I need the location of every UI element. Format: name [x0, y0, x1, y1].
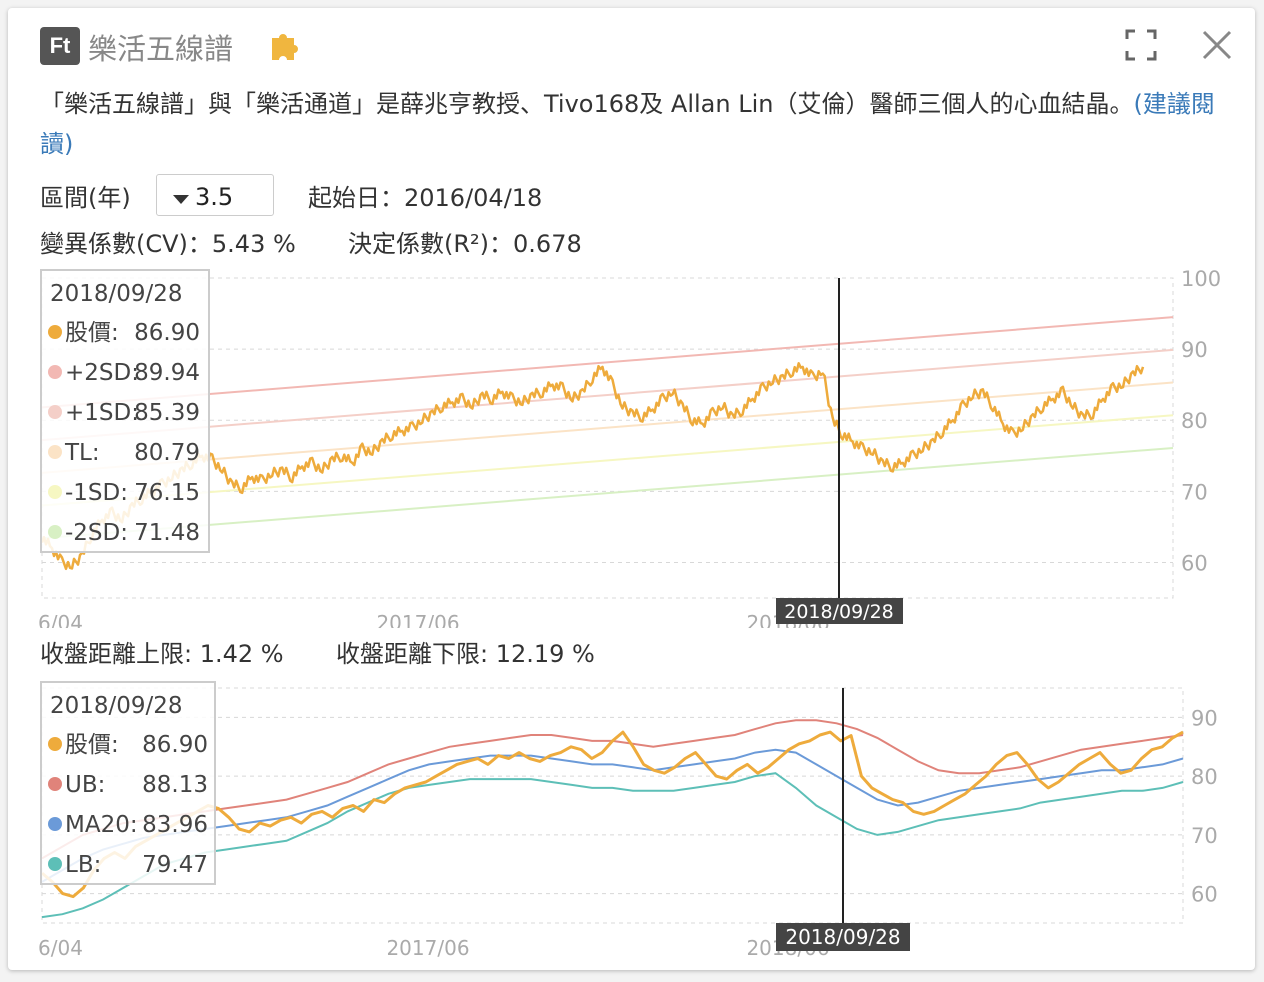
plot-frame: [41, 277, 1174, 599]
x-tick-label: 6/04: [38, 936, 83, 958]
period-value: 3.5: [195, 183, 234, 211]
tooltip-row: 股價: 86.90: [48, 725, 208, 765]
tooltip-row-value: 86.90: [142, 732, 208, 758]
tooltip-row-label: LB:: [65, 852, 102, 878]
tooltip-row-label: -2SD:: [65, 520, 128, 546]
tooltip-row: LB: 79.47: [48, 845, 208, 885]
widget-card: Ft 樂活五線譜 「樂活五線譜」與「樂活通道」是薛兆亨教授、Tivo168及 A…: [8, 8, 1255, 970]
period-select[interactable]: 3.5: [156, 174, 274, 216]
y-tick-label: 90: [1191, 706, 1218, 730]
crosshair-date-label: 2018/09/28: [784, 601, 894, 623]
crosshair-date-box: [776, 923, 910, 951]
tooltip-row-value: 89.94: [134, 360, 200, 386]
series-dot-icon: [48, 736, 62, 751]
series-dot-icon: [48, 324, 62, 339]
tooltip-row: +2SD: 89.94: [48, 353, 200, 393]
price-line: [41, 730, 1184, 899]
y-tick-label: 60: [1181, 551, 1208, 575]
tooltip-row-value: 85.39: [134, 400, 200, 426]
widget-title: 樂活五線譜: [88, 32, 234, 66]
band-line-plus1sd: [41, 348, 1174, 442]
series-dot-icon: [48, 776, 62, 791]
y-tick-label: 100: [1181, 267, 1221, 291]
tooltip-row-value: 76.15: [134, 480, 200, 506]
series-dot-icon: [48, 404, 62, 419]
price-line: [40, 362, 1145, 571]
five-line-tooltip: 2018/09/28 股價: 86.90 +2SD: 89.94 +1SD: 85.39 T…: [40, 269, 210, 553]
expand-icon[interactable]: [1124, 28, 1158, 62]
description: 「樂活五線譜」與「樂活通道」是薛兆亨教授、Tivo168及 Allan Lin（…: [40, 84, 1220, 164]
y-tick-label: 80: [1181, 409, 1208, 433]
series-dot-icon: [48, 524, 62, 539]
x-tick-label: 2017/06: [386, 936, 469, 958]
tooltip-row: -1SD: 76.15: [48, 473, 200, 513]
tooltip-row-label: UB:: [65, 772, 106, 798]
start-date-label: 起始日：2016/04/18: [308, 184, 543, 212]
series-dot-icon: [48, 856, 62, 871]
tooltip-row-value: 79.47: [142, 852, 208, 878]
description-text: 「樂活五線譜」與「樂活通道」是薛兆亨教授、Tivo168及 Allan Lin（…: [40, 90, 1134, 118]
tooltip-row-value: 88.13: [142, 772, 208, 798]
y-tick-label: 60: [1191, 883, 1218, 907]
period-label: 區間(年): [40, 184, 131, 212]
y-tick-label: 90: [1181, 338, 1208, 362]
ma20-line: [41, 748, 1184, 883]
series-dot-icon: [48, 364, 62, 379]
tooltip-row: UB: 88.13: [48, 765, 208, 805]
band-line-plus2sd: [41, 316, 1174, 409]
tooltip-row-label: MA20:: [65, 812, 138, 838]
crosshair-date-box: [776, 598, 903, 624]
tooltip-row-value: 80.79: [134, 440, 200, 466]
tooltip-row-label: 股價:: [65, 320, 119, 346]
tooltip-date: 2018/09/28: [50, 693, 183, 719]
tooltip-row: -2SD: 71.48: [48, 513, 200, 553]
x-tick-label: 2017/06: [376, 611, 459, 628]
y-tick-label: 80: [1191, 765, 1218, 789]
upper-distance-label: 收盤距離上限: 1.42 %: [40, 640, 284, 668]
tooltip-row-label: +2SD:: [65, 360, 139, 386]
puzzle-icon[interactable]: [266, 26, 302, 62]
cv-label: 變異係數(CV)：5.43 %: [40, 230, 296, 258]
tooltip-row: MA20: 83.96: [48, 805, 208, 845]
tooltip-row: TL: 80.79: [48, 433, 200, 473]
band-line-minus2sd: [41, 446, 1174, 540]
tooltip-row: +1SD: 85.39: [48, 393, 200, 433]
recommend-read-link[interactable]: (建議閱讀): [40, 90, 1215, 158]
close-icon[interactable]: [1200, 28, 1234, 62]
tooltip-row-value: 83.96: [142, 812, 208, 838]
tooltip-row-label: -1SD:: [65, 480, 128, 506]
channel-tooltip: 2018/09/28 股價: 86.90 UB: 88.13 MA20: 83.96 LB:…: [40, 681, 216, 885]
x-tick-label: 6/04: [38, 611, 83, 628]
series-dot-icon: [48, 816, 62, 831]
dropdown-arrow-icon: [173, 195, 189, 204]
y-tick-label: 70: [1181, 480, 1208, 504]
crosshair-date-label: 2018/09/28: [785, 925, 900, 949]
r2-label: 決定係數(R²)：0.678: [348, 230, 582, 258]
tooltip-row-value: 86.90: [134, 320, 200, 346]
tooltip-row-value: 71.48: [134, 520, 200, 546]
lb-line: [41, 772, 1184, 919]
tooltip-date: 2018/09/28: [50, 281, 183, 307]
ft-logo: Ft: [40, 27, 80, 65]
tooltip-row-label: 股價:: [65, 732, 119, 758]
series-dot-icon: [48, 444, 62, 459]
lower-distance-label: 收盤距離下限: 12.19 %: [336, 640, 595, 668]
y-tick-label: 70: [1191, 824, 1218, 848]
tooltip-row-label: TL:: [65, 440, 100, 466]
series-dot-icon: [48, 484, 62, 499]
tooltip-row-label: +1SD:: [65, 400, 139, 426]
tooltip-row: 股價: 86.90: [48, 313, 200, 353]
band-line-minus1sd: [41, 414, 1174, 507]
